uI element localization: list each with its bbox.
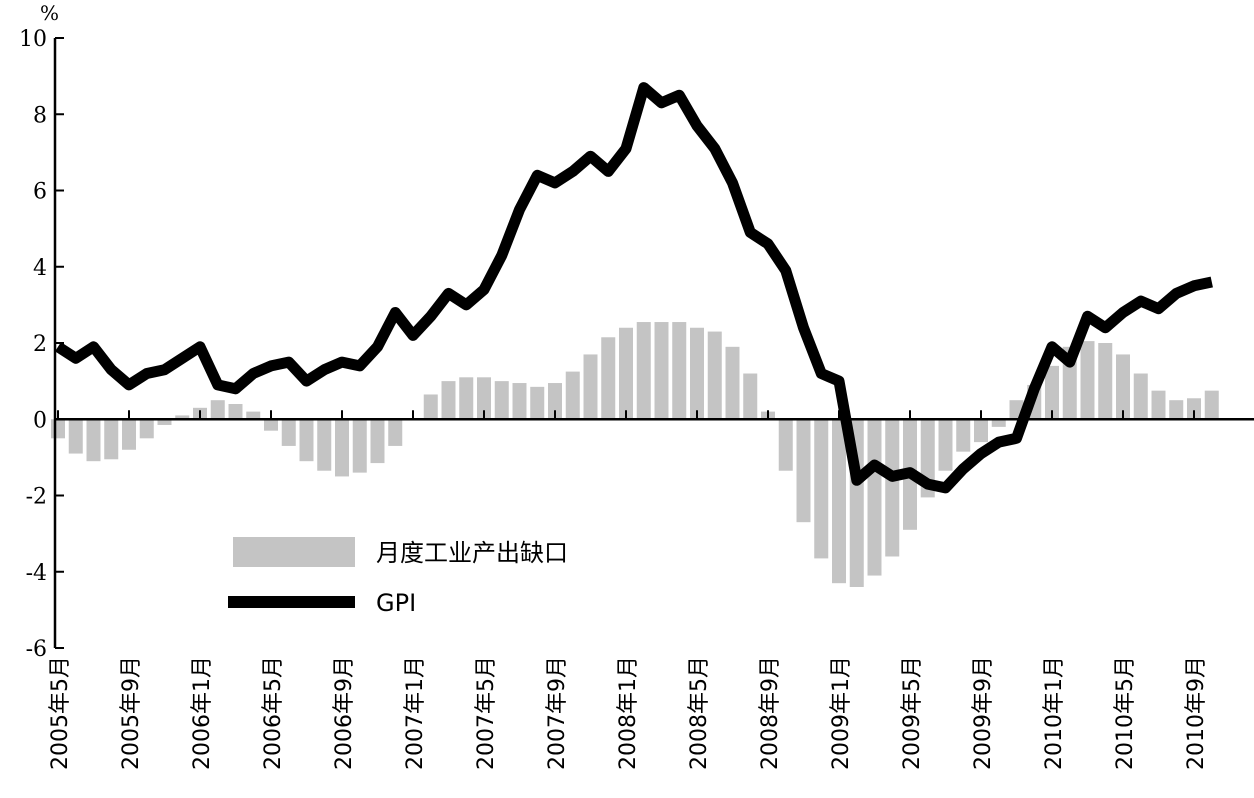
gap-bar [974, 419, 988, 443]
gap-bar [175, 415, 190, 420]
gap-bar [228, 404, 243, 420]
gap-bar [530, 386, 545, 420]
gap-bar [867, 419, 882, 576]
y-tick-label: 4 [33, 256, 47, 281]
gap-bar [246, 411, 261, 420]
gap-bar [317, 419, 332, 471]
x-tick-label: 2007年5月 [474, 656, 499, 770]
gap-bar [157, 419, 172, 425]
gap-bar [1187, 398, 1201, 420]
x-tick-label: 2005年9月 [119, 656, 144, 770]
gap-bar [210, 400, 225, 420]
gap-bar [104, 419, 119, 460]
x-tick-label: 2008年1月 [616, 656, 641, 770]
legend-label-gap: 月度工业产出缺口 [376, 539, 568, 567]
gap-bar [388, 419, 403, 446]
gap-bar [1151, 390, 1166, 420]
x-tick-label: 2008年5月 [687, 656, 712, 770]
gap-bar [832, 419, 846, 584]
y-tick-label: 0 [33, 408, 47, 433]
x-axis-ticks: 2005年5月 2005年9月 2006年1月 2006年5月 2006年9月 2007年… [48, 410, 1209, 770]
x-tick-label: 2010年1月 [1042, 656, 1067, 770]
gap-bar [441, 381, 456, 420]
x-tick-label: 2010年5月 [1113, 656, 1138, 770]
gap-bar [139, 419, 154, 439]
legend-swatch-gpi [228, 596, 355, 608]
gap-bar [1133, 373, 1148, 420]
gap-bar [281, 419, 296, 446]
gap-bar [459, 377, 474, 420]
gap-bar [1204, 390, 1219, 420]
gap-bar [565, 371, 580, 420]
legend-swatch-gap [233, 537, 355, 567]
gap-bar [299, 419, 314, 462]
x-tick-label: 2006年1月 [190, 656, 215, 770]
gap-bar [423, 394, 438, 420]
gap-bar [778, 419, 793, 471]
x-tick-label: 2009年1月 [829, 656, 854, 770]
y-tick-label: 2 [33, 332, 47, 357]
gap-bar [938, 419, 953, 471]
y-tick-label: 6 [33, 180, 47, 205]
gap-bar [725, 346, 740, 420]
gap-bar [601, 337, 616, 420]
x-tick-label: 2009年9月 [971, 656, 996, 770]
gap-bar [370, 419, 385, 464]
gap-bar [814, 419, 829, 559]
gap-bar [690, 327, 704, 420]
gap-bar [796, 419, 811, 523]
gap-bar [991, 419, 1006, 427]
x-tick-label: 2005年5月 [48, 656, 73, 770]
gap-bar [494, 381, 509, 420]
gap-bar [68, 419, 83, 454]
gpi-line [55, 82, 1213, 494]
x-tick-label: 2007年9月 [545, 656, 570, 770]
gap-bar [335, 419, 349, 477]
y-tick-label: -2 [26, 485, 47, 510]
gap-bar [1169, 400, 1184, 420]
gap-bar [512, 383, 527, 420]
x-tick-label: 2008年9月 [758, 656, 783, 770]
gap-bar [707, 331, 722, 420]
y-tick-label: -4 [26, 561, 47, 586]
y-tick-label: -6 [26, 637, 47, 662]
gap-bar [956, 419, 971, 452]
gap-bar [51, 419, 65, 439]
y-tick-label: 8 [33, 103, 47, 128]
gap-bar [477, 377, 491, 420]
gap-bar [619, 327, 633, 420]
gap-bar [1045, 365, 1059, 420]
legend-label-gpi: GPI [376, 589, 416, 617]
x-tick-label: 2009年5月 [900, 656, 925, 770]
gap-bar [1080, 341, 1095, 420]
legend: 月度工业产出缺口 GPI [228, 537, 568, 617]
x-tick-label: 2006年9月 [332, 656, 357, 770]
x-tick-label: 2006年5月 [261, 656, 286, 770]
y-tick-label: 10 [19, 27, 47, 52]
gap-bar [1098, 343, 1113, 420]
x-tick-label: 2007年1月 [403, 656, 428, 770]
gap-bar [672, 322, 687, 420]
gap-bar [743, 373, 758, 420]
gap-bar [583, 354, 598, 420]
gap-bar [264, 419, 278, 431]
x-tick-label: 2010年9月 [1184, 656, 1209, 770]
y-unit-label: % [40, 1, 59, 25]
gap-bar [122, 419, 136, 450]
gap-bars [51, 322, 1219, 587]
gap-bar [86, 419, 101, 462]
gap-bar [885, 419, 900, 557]
gap-bar [1116, 354, 1130, 420]
gap-bar [352, 419, 367, 473]
y-axis-ticks: 10 8 6 4 2 0 -2 -4 -6 [19, 27, 64, 662]
gap-bar [548, 383, 562, 420]
gap-bar [636, 322, 651, 420]
gap-bar [654, 322, 669, 420]
